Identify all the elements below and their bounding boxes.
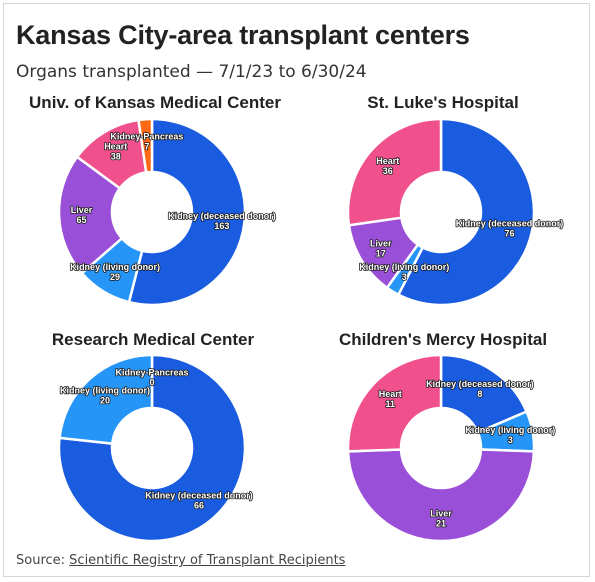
slice-label-kidney-living-donor: Kidney (living donor) bbox=[60, 385, 150, 395]
slice-value-kidney-living-donor: 20 bbox=[100, 395, 110, 405]
slice-value-kidney-pancreas: 0 bbox=[149, 378, 154, 388]
slice-kidney-living-donor[interactable] bbox=[58, 353, 154, 446]
slice-value-kidney-living-donor: 29 bbox=[110, 272, 120, 282]
page-subtitle: Organs transplanted — 7/1/23 to 6/30/24 bbox=[16, 62, 367, 82]
slice-label-kidney-living-donor: Kidney (living donor) bbox=[70, 262, 160, 272]
slice-kidney-pancreas[interactable] bbox=[137, 117, 154, 174]
slice-kidney-deceased-donor[interactable] bbox=[127, 117, 247, 307]
slice-label-kidney-living-donor: Kidney (living donor) bbox=[359, 262, 449, 272]
slice-label-liver: Liver bbox=[370, 239, 392, 249]
chart-univ-of-kansas-medical-center: Univ. of Kansas Medical Center Kidney (de… bbox=[29, 93, 281, 307]
source-link[interactable]: Scientific Registry of Transplant Recipi… bbox=[69, 553, 346, 568]
slice-kidney-deceased-donor[interactable] bbox=[396, 117, 536, 307]
slice-value-liver: 21 bbox=[436, 519, 446, 529]
slice-label-kidney-living-donor: Kidney (living donor) bbox=[465, 425, 555, 435]
slice-label-heart: Heart bbox=[376, 156, 399, 166]
slice-label-kidney-deceased-donor: Kidney (deceased donor) bbox=[145, 491, 253, 501]
slice-label-liver: Liver bbox=[71, 205, 93, 215]
slice-value-heart: 38 bbox=[111, 152, 121, 162]
chart-research-medical-center: Research Medical Center Kidney (deceased … bbox=[52, 330, 255, 543]
slice-heart[interactable] bbox=[346, 117, 443, 227]
chart-children-s-mercy-hospital: Children's Mercy Hospital Kidney (decease… bbox=[339, 330, 556, 543]
slice-label-heart: Heart bbox=[379, 389, 402, 399]
slice-value-kidney-living-donor: 3 bbox=[508, 435, 513, 445]
slice-kidney-deceased-donor[interactable] bbox=[57, 353, 247, 543]
slice-value-heart: 11 bbox=[385, 399, 395, 409]
chart-title: Children's Mercy Hospital bbox=[339, 330, 547, 349]
slice-value-kidney-deceased-donor: 163 bbox=[214, 221, 229, 231]
chart-title: Univ. of Kansas Medical Center bbox=[29, 93, 281, 112]
slice-liver[interactable] bbox=[57, 155, 124, 275]
slice-value-kidney-deceased-donor: 76 bbox=[505, 229, 515, 239]
slice-label-liver: Liver bbox=[430, 509, 452, 519]
slice-label-kidney-pancreas: Kidney-Pancreas bbox=[115, 368, 188, 378]
slice-value-kidney-living-donor: 3 bbox=[402, 272, 407, 282]
slice-value-kidney-deceased-donor: 8 bbox=[477, 389, 482, 399]
slice-label-kidney-deceased-donor: Kidney (deceased donor) bbox=[168, 211, 276, 221]
chart-title: Research Medical Center bbox=[52, 330, 255, 349]
slice-label-kidney-pancreas: Kidney-Pancreas bbox=[110, 132, 183, 142]
slice-value-heart: 36 bbox=[383, 166, 393, 176]
page-title: Kansas City-area transplant centers bbox=[16, 20, 470, 50]
slice-value-kidney-deceased-donor: 66 bbox=[194, 501, 204, 511]
chart-title: St. Luke's Hospital bbox=[367, 93, 518, 112]
slice-kidney-deceased-donor[interactable] bbox=[439, 353, 529, 434]
slice-label-kidney-deceased-donor: Kidney (deceased donor) bbox=[456, 219, 564, 229]
slice-value-liver: 17 bbox=[376, 249, 386, 259]
chart-st-luke-s-hospital: St. Luke's Hospital Kidney (deceased dono… bbox=[346, 93, 564, 307]
slice-label-kidney-deceased-donor: Kidney (deceased donor) bbox=[426, 379, 534, 389]
source-note: Source: Scientific Registry of Transplan… bbox=[16, 553, 345, 568]
slice-heart[interactable] bbox=[346, 353, 443, 453]
slice-value-liver: 65 bbox=[77, 215, 87, 225]
slice-liver[interactable] bbox=[346, 448, 536, 543]
source-prefix: Source: bbox=[16, 553, 70, 568]
slice-label-heart: Heart bbox=[104, 142, 127, 152]
slice-value-kidney-pancreas: 7 bbox=[144, 142, 149, 152]
